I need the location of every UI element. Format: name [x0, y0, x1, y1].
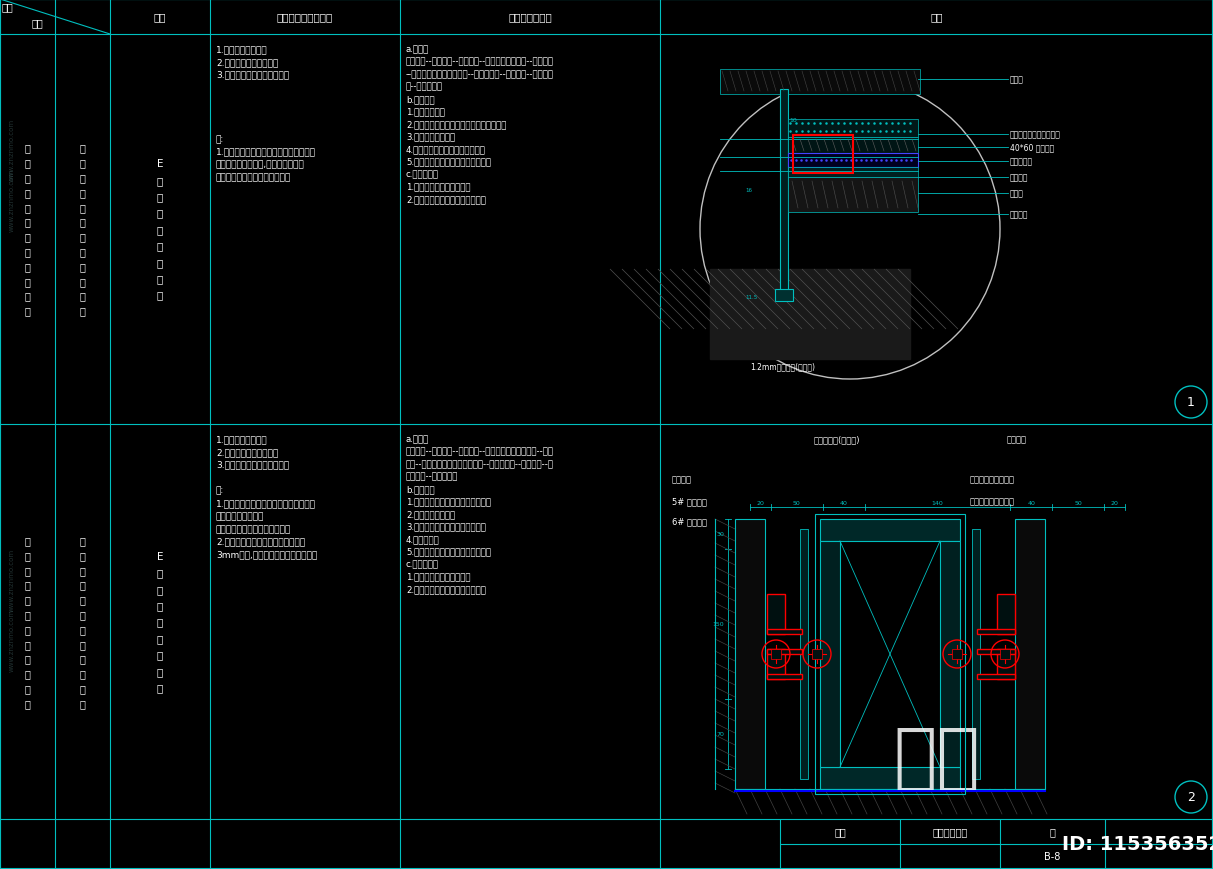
Bar [767, 649, 785, 680]
Bar [976, 629, 1015, 634]
Text: 20: 20 [757, 501, 764, 506]
Text: 粘结剂: 粘结剂 [1010, 189, 1024, 198]
Bar [767, 674, 802, 680]
Text: a.施工序
准备工作--现场放线--材料加工--干挂石材结构框架固定--基层
处理--用木龙骨、防火板制作基准--不锈钢定制--干挂石材--安
装不锈钢--完成: a.施工序 准备工作--现场放线--材料加工--干挂石材结构框架固定--基层 处… [406, 434, 554, 594]
Text: 墙
面
不
同
材
质
相
接
工
艺
做
法: 墙 面 不 同 材 质 相 接 工 艺 做 法 [24, 143, 30, 316]
Text: 适用部位及注意事项: 适用部位及注意事项 [277, 12, 334, 22]
Bar [767, 594, 785, 634]
Bar [735, 520, 765, 789]
Text: E
石
材
与
不
锈
钢
相
接: E 石 材 与 不 锈 钢 相 接 [156, 551, 164, 693]
Bar [972, 529, 980, 779]
Bar [788, 168, 918, 178]
Text: 1.石材墙面与门套类
2.石材背景与装饰线条框
3.石材背景与不锈钢框架背景

注:
1.当不锈钢与石材拼接高度不在一条线上
时注意前后压边关系
不锈钢施工时做: 1.石材墙面与门套类 2.石材背景与装饰线条框 3.石材背景与不锈钢框架背景 注… [216, 434, 318, 559]
Bar [793, 136, 853, 174]
Text: www.znznmo.com: www.znznmo.com [8, 607, 15, 671]
Bar [811, 649, 822, 660]
Bar [788, 138, 918, 154]
Text: 50: 50 [1075, 501, 1082, 506]
Text: 16: 16 [745, 188, 752, 193]
Text: 150: 150 [712, 622, 724, 627]
Text: 10: 10 [788, 118, 797, 123]
Text: www.znznmo.com: www.znznmo.com [8, 118, 15, 182]
Text: 2: 2 [1188, 791, 1195, 804]
Text: 30: 30 [716, 532, 724, 537]
Bar [780, 90, 788, 300]
Text: 墙
面
不
同
材
质
相
接
工
艺
做
法: 墙 面 不 同 材 质 相 接 工 艺 做 法 [80, 535, 85, 708]
Text: 知未: 知未 [893, 725, 980, 793]
Bar [815, 514, 966, 794]
Text: 墙
面
不
同
材
质
相
接
工
艺
做
法: 墙 面 不 同 材 质 相 接 工 艺 做 法 [80, 143, 85, 316]
Text: B-8: B-8 [1044, 852, 1060, 861]
Bar [976, 674, 1015, 680]
Text: 1.2mm厚不锈钢(带折边): 1.2mm厚不锈钢(带折边) [750, 362, 815, 370]
Bar [1000, 649, 1010, 660]
Text: 50: 50 [793, 501, 801, 506]
Text: 图名: 图名 [835, 826, 845, 837]
Text: 70: 70 [716, 732, 724, 737]
Bar [997, 649, 1015, 680]
Text: 木工板基层防火三度: 木工板基层防火三度 [970, 474, 1015, 483]
Text: 40: 40 [839, 501, 848, 506]
Text: 简图: 简图 [930, 12, 943, 22]
Text: 拉丝不锈钢(带折边): 拉丝不锈钢(带折边) [813, 434, 860, 443]
Text: 软硬包: 软硬包 [1010, 76, 1024, 84]
Bar [976, 649, 1015, 654]
Text: a.施工序
准备工作--现场放线--材料加工--隔墙结构框架固定--基层处理
--封水泥压力板、及防火板--不锈钢定制--铺贴石材--安装不锈
钢--完成面处理: a.施工序 准备工作--现场放线--材料加工--隔墙结构框架固定--基层处理 -… [406, 45, 554, 203]
Text: 名称: 名称 [154, 12, 166, 22]
Bar [775, 289, 793, 302]
Text: E
石
材
与
不
锈
钢
相
接: E 石 材 与 不 锈 钢 相 接 [156, 159, 164, 301]
Bar [940, 541, 959, 767]
Text: 石材饰面: 石材饰面 [672, 474, 691, 483]
Text: 1: 1 [1188, 396, 1195, 409]
Text: 编号: 编号 [2, 2, 13, 12]
Text: 40: 40 [1027, 501, 1035, 506]
Bar [721, 70, 919, 95]
Text: 1.石材墙面与门套类
2.石材背景与装饰线条框
3.石材背景与不锈钢框架背景




注:
1.当不锈钢与石材拼接高度不在一条线上
时注意前后压边关系,适当预留: 1.石材墙面与门套类 2.石材背景与装饰线条框 3.石材背景与不锈钢框架背景 注… [216, 45, 317, 182]
Bar [801, 529, 808, 779]
Text: ID: 1153563525: ID: 1153563525 [1063, 834, 1213, 853]
Text: 石材饰面: 石材饰面 [1010, 210, 1029, 219]
Text: 墙
面
不
同
材
质
相
接
工
艺
做
法: 墙 面 不 同 材 质 相 接 工 艺 做 法 [24, 535, 30, 708]
Text: 6# 镀锌槽钢: 6# 镀锌槽钢 [672, 516, 707, 526]
Bar [767, 629, 802, 634]
Bar [788, 120, 918, 138]
Text: 5# 镀锌角钢: 5# 镀锌角钢 [672, 496, 707, 506]
Bar [771, 649, 781, 660]
Text: 石材与不锈钢: 石材与不锈钢 [933, 826, 968, 837]
Text: 类别: 类别 [32, 18, 44, 28]
Text: 防火夹板: 防火夹板 [1007, 434, 1026, 443]
Bar [1015, 520, 1046, 789]
Bar [997, 594, 1015, 634]
Bar [820, 767, 959, 789]
Text: 防火夹板: 防火夹板 [1010, 173, 1029, 182]
Text: 40*60 镀锌方管: 40*60 镀锌方管 [1010, 143, 1054, 152]
Bar [788, 178, 918, 213]
Text: 140: 140 [932, 501, 944, 506]
Text: 次: 次 [1049, 826, 1055, 837]
Bar [788, 154, 918, 168]
Text: 水泥压力板: 水泥压力板 [1010, 157, 1033, 166]
Text: 水泥压力板加钢丝网固定: 水泥压力板加钢丝网固定 [1010, 130, 1061, 139]
Text: www.znznmo.com: www.znznmo.com [8, 547, 15, 611]
Text: 11.5: 11.5 [745, 295, 757, 300]
Bar [820, 520, 959, 541]
Bar [767, 649, 802, 654]
Text: 20: 20 [1111, 501, 1118, 506]
Polygon shape [710, 269, 910, 360]
Text: 用料及分层做法: 用料及分层做法 [508, 12, 552, 22]
Text: www.znznmo.com: www.znznmo.com [8, 169, 15, 231]
Text: 木龙骨基层防火三度: 木龙骨基层防火三度 [970, 496, 1015, 506]
Bar [952, 649, 962, 660]
Bar [820, 541, 839, 767]
